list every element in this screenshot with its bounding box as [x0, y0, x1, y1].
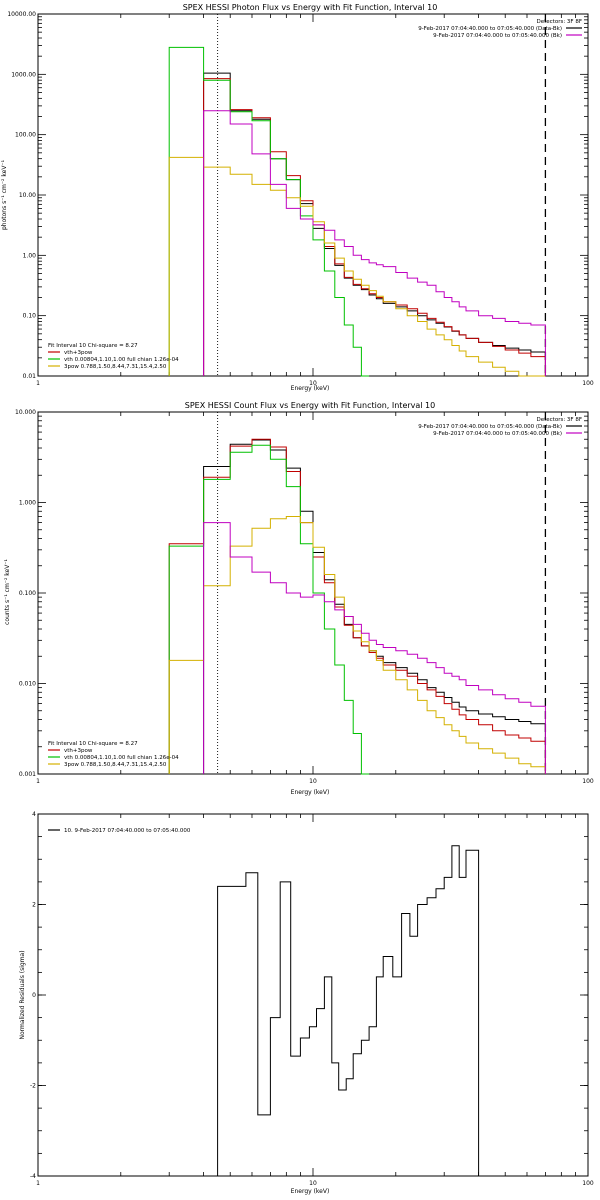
photon-flux-x-tick-label: 10 [309, 380, 317, 387]
photon-flux-y-tick-label: 100.00 [15, 132, 36, 139]
photon-flux-legend-entry: vth 0.00804,1.10,1.00 full chian 1.26e-0… [64, 357, 179, 363]
photon-flux-header-line: 9-Feb-2017 07:04:40.000 to 07:05:40.000 … [433, 33, 562, 39]
count-flux-y-tick-label: 0.010 [19, 681, 36, 688]
residuals-x-axis-label: Energy (keV) [291, 1188, 330, 1195]
count-flux-legend-entry: Fit Interval 10 Chi-square = 8.27 [48, 741, 138, 747]
photon-flux-x-axis-label: Energy (keV) [291, 385, 330, 392]
count-flux-y-tick-label: 0.001 [19, 771, 36, 778]
residuals-x-tick-label: 10 [309, 1180, 317, 1187]
photon-flux-legend-entry: vth+3pow [64, 350, 93, 356]
count-flux-header-line: Detectors: 3F 8F [536, 417, 582, 423]
count-flux-y-tick-label: 10.000 [15, 409, 36, 416]
photon-flux-pow-series [168, 156, 546, 377]
count-flux-data-series [203, 439, 546, 774]
photon-flux-y-tick-label: 10.00 [19, 192, 36, 199]
count-flux-vth-series [168, 444, 370, 775]
photon-flux-y-tick-label: 0.01 [23, 373, 37, 380]
count-flux-pow-series [168, 516, 546, 774]
photon-flux-y-tick-label: 0.10 [23, 313, 37, 320]
photon-flux-y-tick-label: 10000.00 [7, 11, 36, 18]
photon-flux-header-line: 9-Feb-2017 07:04:40.000 to 07:05:40.000 … [418, 26, 562, 32]
count-flux-y-tick-label: 1.000 [19, 500, 36, 507]
residuals-x-tick-label: 100 [582, 1180, 594, 1187]
photon-flux-legend-entry: Fit Interval 10 Chi-square = 8.27 [48, 343, 138, 349]
residuals-panel: Energy (keV) Normalized Residuals (sigma… [19, 811, 594, 1195]
count-flux-bk-series [203, 522, 546, 774]
residuals-legend-entry: 10. 9-Feb-2017 07:04:40.000 to 07:05:40.… [64, 828, 191, 834]
photon-flux-y-axis-label: photons s⁻¹ cm⁻² keV⁻¹ [1, 159, 8, 230]
count-flux-x-tick-label: 100 [582, 778, 594, 785]
photon-flux-y-tick-label: 1.00 [23, 252, 37, 259]
count-flux-header-line: 9-Feb-2017 07:04:40.000 to 07:05:40.000 … [418, 424, 562, 430]
photon-flux-header-line: Detectors: 3F 8F [536, 19, 582, 25]
residuals-y-tick-label: 4 [32, 811, 36, 818]
count-flux-legend-entry: vth 0.00804,1.10,1.00 full chian 1.26e-0… [64, 755, 179, 761]
count-flux-title: SPEX HESSI Count Flux vs Energy with Fit… [185, 401, 436, 410]
residuals-y-tick-label: -4 [30, 1173, 36, 1180]
count-flux-x-tick-label: 10 [309, 778, 317, 785]
count-flux-y-tick-label: 0.100 [19, 590, 36, 597]
count-flux-legend-entry: 3pow 0.788,1.50,8.44,7.31,15.4,2.50 [64, 762, 167, 768]
residuals-y-axis-label: Normalized Residuals (sigma) [19, 950, 26, 1039]
photon-flux-x-tick-label: 100 [582, 380, 594, 387]
count-flux-panel: SPEX HESSI Count Flux vs Energy with Fit… [4, 401, 594, 796]
residuals-y-tick-label: 0 [32, 992, 36, 999]
photon-flux-panel: SPEX HESSI Photon Flux vs Energy with Fi… [1, 3, 594, 392]
count-flux-x-axis-label: Energy (keV) [291, 789, 330, 796]
photon-flux-y-tick-label: 1000.00 [11, 71, 36, 78]
count-flux-header-line: 9-Feb-2017 07:04:40.000 to 07:05:40.000 … [433, 431, 562, 437]
photon-flux-x-tick-label: 1 [36, 380, 40, 387]
residuals-x-tick-label: 1 [36, 1180, 40, 1187]
residuals-y-tick-label: -2 [30, 1083, 36, 1090]
count-flux-legend-entry: vth+3pow [64, 748, 93, 754]
residuals-data-series [217, 845, 480, 1176]
photon-flux-title: SPEX HESSI Photon Flux vs Energy with Fi… [183, 3, 438, 12]
count-flux-y-axis-label: counts s⁻¹ cm⁻² keV⁻¹ [4, 559, 11, 625]
photon-flux-legend-entry: 3pow 0.788,1.50,8.44,7.31,15.4,2.50 [64, 364, 167, 370]
residuals-y-tick-label: 2 [32, 902, 36, 909]
photon-flux-bk-series [203, 110, 546, 376]
count-flux-x-tick-label: 1 [36, 778, 40, 785]
